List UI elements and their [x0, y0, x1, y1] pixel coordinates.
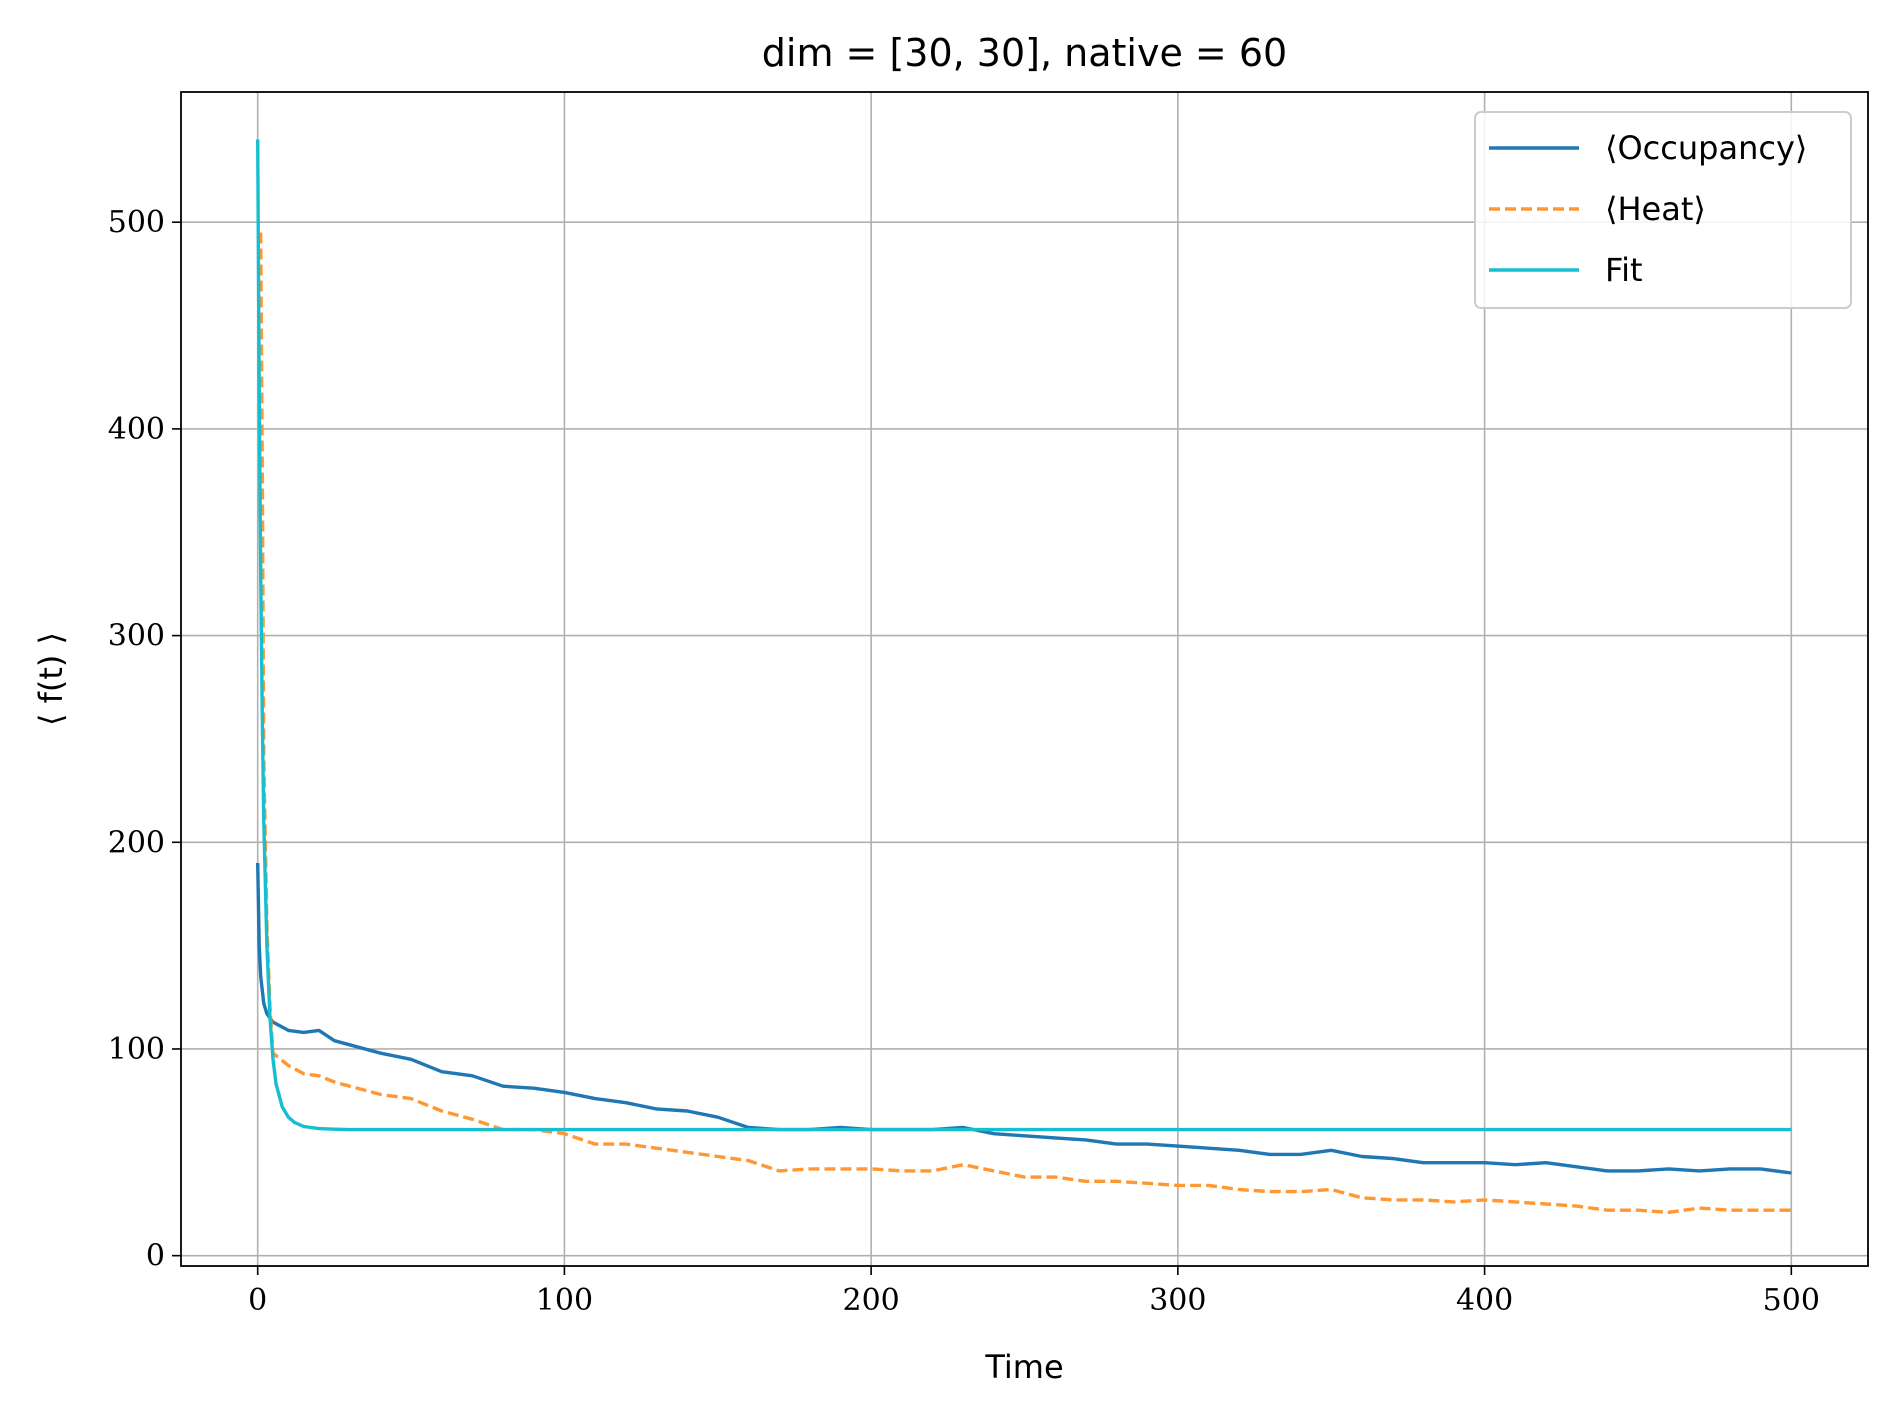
legend-label: ⟨Occupancy⟩ — [1605, 129, 1807, 167]
x-tick-label: 200 — [843, 1283, 900, 1318]
ticks: 0 100 200 300 400 500 0 100 200 300 400 500 — [108, 205, 1820, 1318]
series-lines — [256, 139, 1792, 1215]
x-tick-label: 100 — [536, 1283, 593, 1318]
x-tick-label: 0 — [248, 1283, 267, 1318]
legend-label: ⟨Heat⟩ — [1605, 190, 1706, 228]
legend: ⟨Occupancy⟩ ⟨Heat⟩ Fit — [1474, 111, 1852, 309]
y-tick-label: 300 — [108, 619, 165, 654]
x-axis-label: Time — [984, 1348, 1063, 1386]
grid — [181, 92, 1868, 1266]
y-tick-label: 500 — [108, 205, 165, 240]
legend-label: Fit — [1605, 251, 1643, 289]
x-tick-label: 300 — [1149, 1283, 1206, 1318]
y-tick-label: 0 — [146, 1239, 165, 1274]
y-tick-label: 200 — [108, 825, 165, 860]
y-tick-label: 400 — [108, 412, 165, 447]
x-tick-label: 400 — [1456, 1283, 1513, 1318]
x-tick-label: 500 — [1763, 1283, 1820, 1318]
legend-box — [1474, 111, 1852, 309]
plot-frame — [180, 91, 1869, 1267]
chart-title: dim = [30, 30], native = 60 — [762, 31, 1287, 75]
series-line-heat — [259, 232, 1792, 1215]
y-tick-label: 100 — [108, 1032, 165, 1067]
series-line-fit — [256, 139, 1792, 1132]
y-axis-label: ⟨ f(t) ⟩ — [32, 632, 70, 726]
